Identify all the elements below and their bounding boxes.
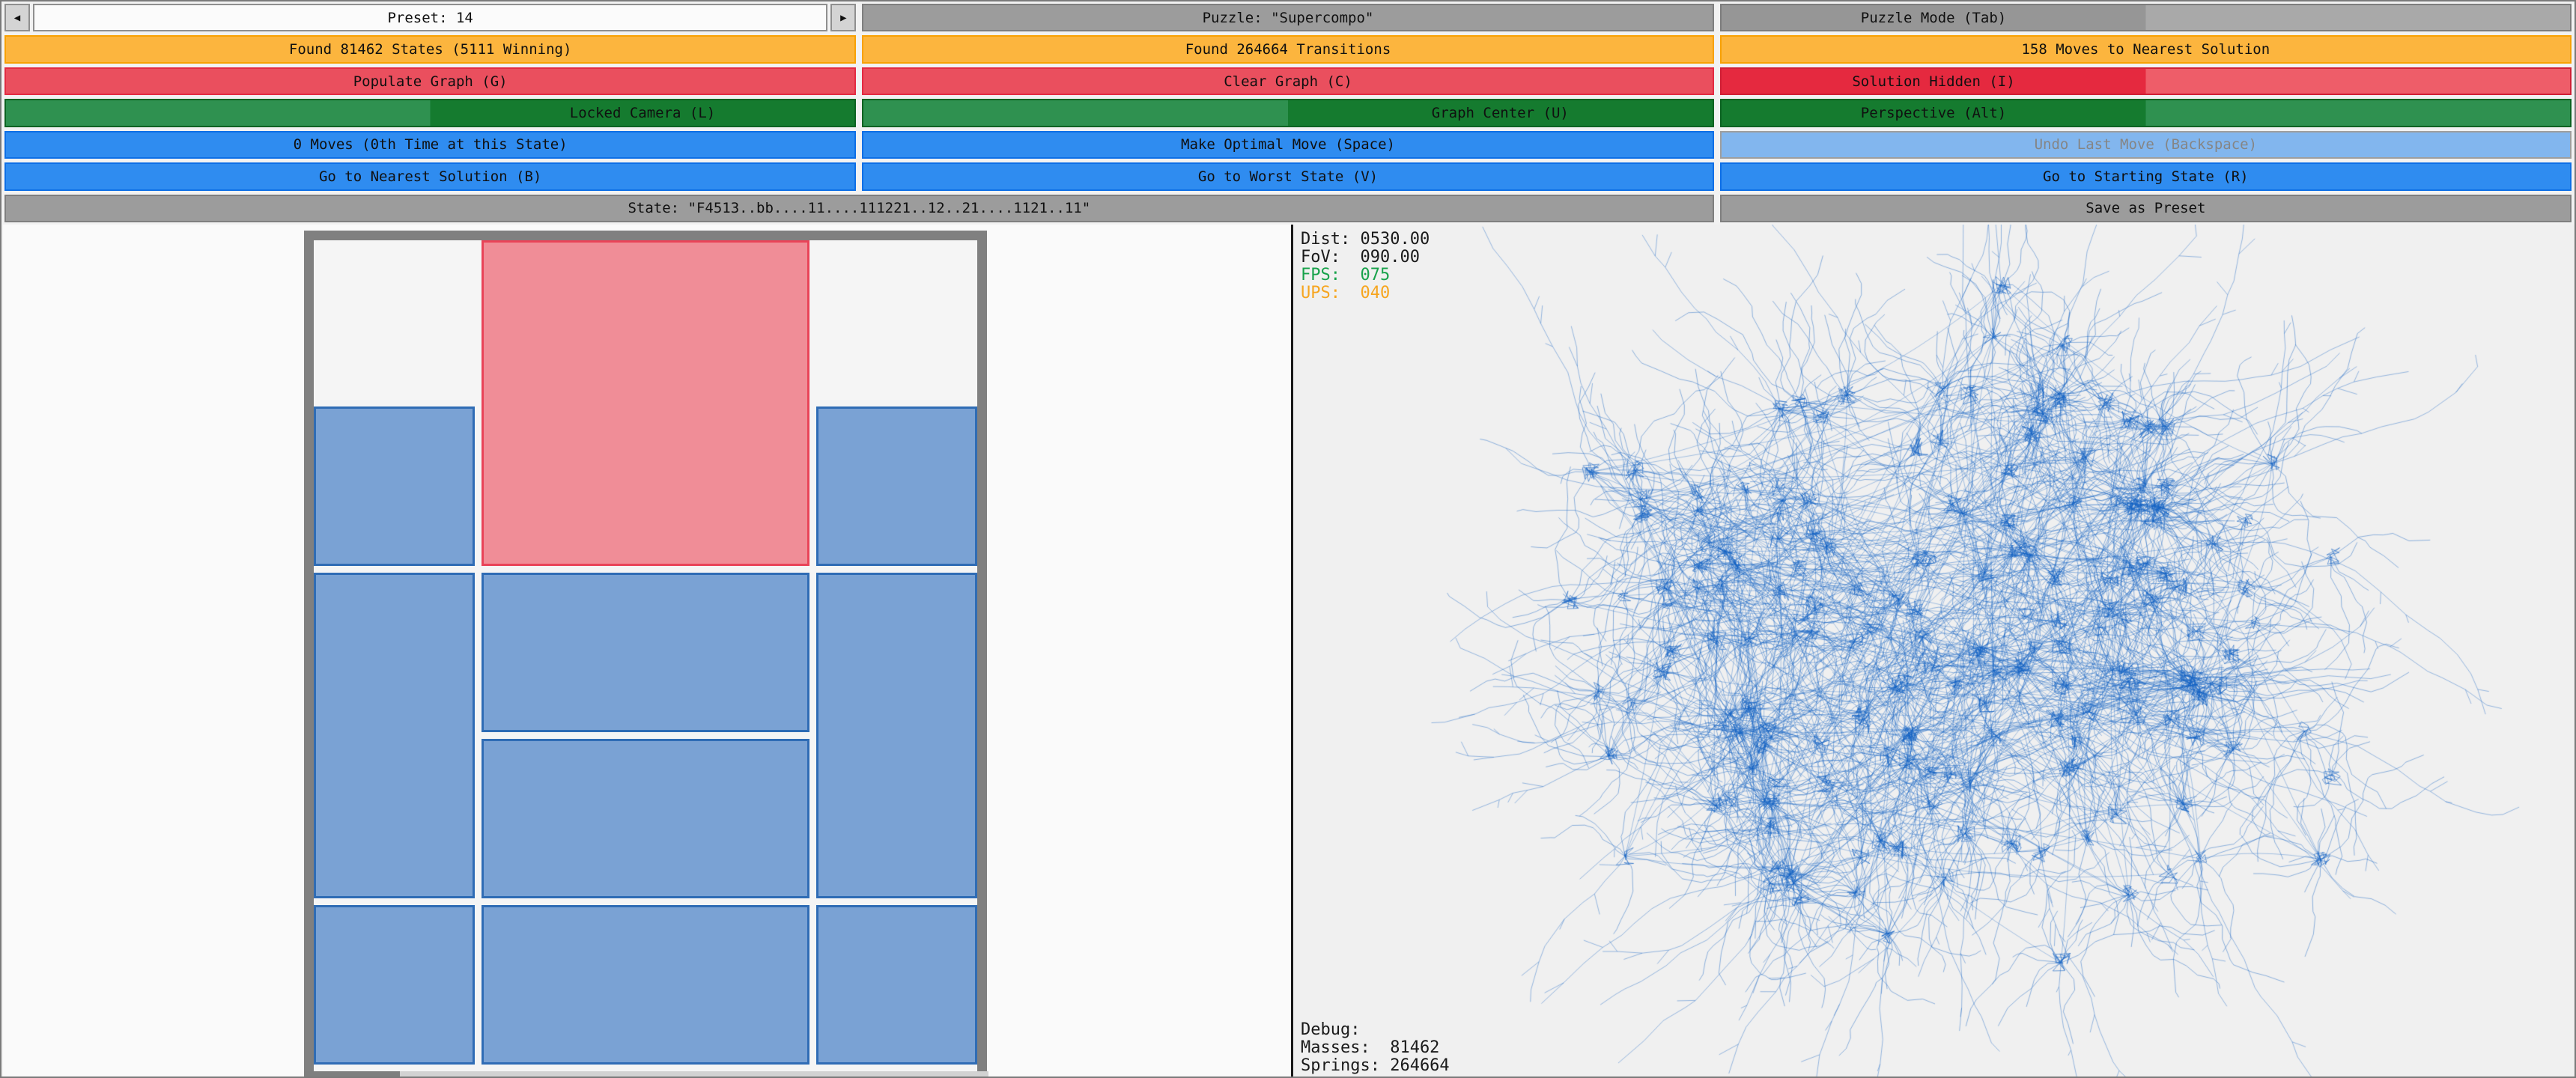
graph-center-toggle[interactable]: Graph Center (U) [862, 99, 1714, 127]
puzzle-piece-blue[interactable] [481, 739, 810, 898]
panel-divider[interactable] [1291, 225, 1293, 1077]
state-display: State: "F4513..bb....11....111221..12..2… [4, 194, 1714, 222]
debug-line: Debug: [1301, 1020, 1361, 1039]
clear-graph-button[interactable]: Clear Graph (C) [862, 67, 1714, 96]
graph-center-label: Graph Center (U) [1431, 104, 1569, 121]
puzzle-piece-blue[interactable] [816, 406, 977, 566]
solution-hidden-toggle[interactable]: Solution Hidden (I) [1719, 67, 2572, 96]
undo-last-move-button[interactable]: Undo Last Move (Backspace) [1719, 130, 2572, 159]
puzzle-piece-blue[interactable] [314, 905, 475, 1065]
found-transitions-status: Found 264664 Transitions [862, 35, 1714, 64]
puzzle-panel [3, 225, 1291, 1077]
perspective-toggle[interactable]: Perspective (Alt) [1719, 99, 2572, 127]
preset-selector: ◀ Preset: 14 ▶ [4, 4, 857, 32]
moves-counter-status: 0 Moves (0th Time at this State) [4, 130, 857, 159]
puzzle-mode-label: Puzzle Mode (Tab) [1860, 9, 2007, 26]
preset-prev-button[interactable]: ◀ [4, 4, 30, 32]
populate-graph-button[interactable]: Populate Graph (G) [4, 67, 857, 96]
puzzle-mode-toggle[interactable]: Puzzle Mode (Tab) [1719, 4, 2572, 32]
locked-camera-toggle[interactable]: Locked Camera (L) [4, 99, 857, 127]
puzzle-piece-blue[interactable] [481, 905, 810, 1065]
perspective-label: Perspective (Alt) [1860, 104, 2007, 121]
preset-next-button[interactable]: ▶ [830, 4, 857, 32]
go-starting-state-button[interactable]: Go to Starting State (R) [1719, 162, 2572, 191]
debug-line: Springs: 264664 [1301, 1056, 1450, 1075]
make-optimal-move-button[interactable]: Make Optimal Move (Space) [862, 130, 1714, 159]
go-worst-state-button[interactable]: Go to Worst State (V) [862, 162, 1714, 191]
state-graph-visualization[interactable] [1293, 225, 2575, 1077]
board-bottom-frame [304, 1071, 400, 1077]
found-states-status: Found 81462 States (5111 Winning) [4, 35, 857, 64]
locked-camera-label: Locked Camera (L) [569, 104, 716, 121]
puzzle-piece-blue[interactable] [816, 905, 977, 1065]
puzzle-board-inner [314, 240, 977, 1077]
hud-line: FPS: 075 [1301, 266, 1391, 284]
debug-readout: Debug: Masses: 81462 Springs: 264664 [1301, 1021, 1450, 1075]
camera-hud: Dist: 0530.00 FoV: 090.00 FPS: 075 UPS: 040 [1301, 231, 1430, 302]
puzzle-piece-blue[interactable] [314, 406, 475, 566]
hud-line: UPS: 040 [1301, 284, 1391, 302]
moves-to-nearest-status: 158 Moves to Nearest Solution [1719, 35, 2572, 64]
save-as-preset-button[interactable]: Save as Preset [1719, 194, 2572, 222]
board-bottom-piece-sliver [400, 1071, 988, 1077]
solution-hidden-label: Solution Hidden (I) [1852, 73, 2015, 90]
hud-line: FoV: 090.00 [1301, 248, 1420, 267]
hud-line: Dist: 0530.00 [1301, 230, 1430, 249]
debug-line: Masses: 81462 [1301, 1038, 1440, 1057]
puzzle-piece-blue[interactable] [314, 573, 475, 898]
chevron-left-icon: ◀ [13, 11, 21, 24]
preset-display[interactable]: Preset: 14 [33, 4, 828, 32]
graph-panel[interactable]: Dist: 0530.00 FoV: 090.00 FPS: 075 UPS: 040… [1293, 225, 2575, 1077]
puzzle-piece-red[interactable] [481, 240, 810, 566]
go-nearest-solution-button[interactable]: Go to Nearest Solution (B) [4, 162, 857, 191]
toolbar: ◀ Preset: 14 ▶ Puzzle: "Supercompo" Puzz… [3, 3, 2573, 223]
puzzle-piece-blue[interactable] [481, 573, 810, 732]
puzzle-name-button[interactable]: Puzzle: "Supercompo" [862, 4, 1714, 32]
puzzle-board [304, 231, 987, 1077]
puzzle-piece-blue[interactable] [816, 573, 977, 898]
main-content: Dist: 0530.00 FoV: 090.00 FPS: 075 UPS: 040… [3, 225, 2575, 1077]
chevron-right-icon: ▶ [840, 11, 847, 24]
